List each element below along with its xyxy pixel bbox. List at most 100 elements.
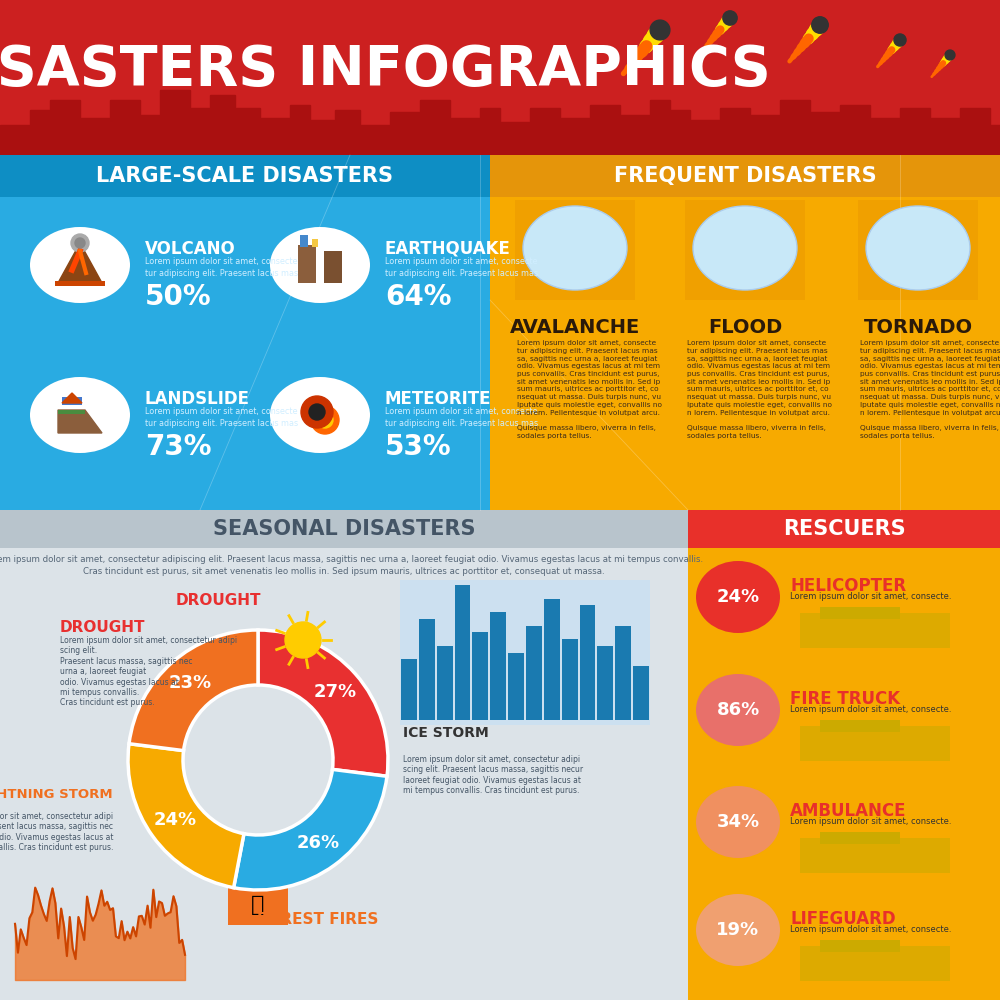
FancyBboxPatch shape xyxy=(790,718,970,773)
FancyBboxPatch shape xyxy=(820,940,900,952)
FancyBboxPatch shape xyxy=(55,281,105,286)
FancyBboxPatch shape xyxy=(58,410,85,414)
FancyBboxPatch shape xyxy=(400,580,650,725)
Polygon shape xyxy=(0,90,1000,155)
Text: LIGHTNING STORM: LIGHTNING STORM xyxy=(0,788,113,802)
Text: VOLCANO: VOLCANO xyxy=(145,240,236,258)
Circle shape xyxy=(309,404,325,420)
Polygon shape xyxy=(62,393,82,403)
Ellipse shape xyxy=(270,377,370,453)
FancyBboxPatch shape xyxy=(0,155,490,197)
Ellipse shape xyxy=(270,227,370,303)
Text: AVALANCHE: AVALANCHE xyxy=(510,318,640,337)
FancyBboxPatch shape xyxy=(685,200,805,300)
Ellipse shape xyxy=(696,786,780,858)
Circle shape xyxy=(317,412,333,428)
Ellipse shape xyxy=(696,561,780,633)
Text: 86%: 86% xyxy=(716,701,760,719)
FancyBboxPatch shape xyxy=(790,605,970,660)
Text: Lorem ipsum dolor sit amet, consecte
tur adipiscing elit. Praesent lacus mas: Lorem ipsum dolor sit amet, consecte tur… xyxy=(385,257,538,278)
Text: 27%: 27% xyxy=(313,683,356,701)
Text: 73%: 73% xyxy=(145,433,212,461)
Wedge shape xyxy=(234,769,387,890)
Wedge shape xyxy=(128,744,244,888)
Circle shape xyxy=(311,406,339,434)
FancyBboxPatch shape xyxy=(688,510,1000,1000)
Text: Lorem ipsum dolor sit amet, consecte
tur adipiscing elit. Praesent lacus mas: Lorem ipsum dolor sit amet, consecte tur… xyxy=(145,257,298,278)
Text: Lorem ipsum dolor sit amet, consecte.: Lorem ipsum dolor sit amet, consecte. xyxy=(790,817,952,826)
Text: Lorem ipsum dolor sit amet, consecte.: Lorem ipsum dolor sit amet, consecte. xyxy=(790,705,952,714)
Ellipse shape xyxy=(30,377,130,453)
Text: LARGE-SCALE DISASTERS: LARGE-SCALE DISASTERS xyxy=(96,166,394,186)
Circle shape xyxy=(301,396,333,428)
Circle shape xyxy=(650,20,670,40)
FancyBboxPatch shape xyxy=(515,200,635,300)
Text: Lorem ipsum dolor sit amet, consecte
tur adipiscing elit. Praesent lacus mas: Lorem ipsum dolor sit amet, consecte tur… xyxy=(145,407,298,428)
Text: AMBULANCE: AMBULANCE xyxy=(790,802,906,820)
FancyBboxPatch shape xyxy=(615,626,631,720)
FancyBboxPatch shape xyxy=(790,830,970,885)
FancyBboxPatch shape xyxy=(472,632,488,720)
Circle shape xyxy=(285,622,321,658)
FancyBboxPatch shape xyxy=(298,245,316,283)
FancyBboxPatch shape xyxy=(526,626,542,720)
Text: Lorem ipsum dolor sit amet, consectetur adipiscing elit. Praesent lacus massa, s: Lorem ipsum dolor sit amet, consectetur … xyxy=(0,555,704,576)
FancyBboxPatch shape xyxy=(228,885,288,925)
Text: Lorem ipsum dolor sit amet, consecte
tur adipiscing elit. Praesent lacus mas
sa,: Lorem ipsum dolor sit amet, consecte tur… xyxy=(687,340,832,439)
FancyBboxPatch shape xyxy=(0,510,688,548)
Text: 26%: 26% xyxy=(297,834,340,852)
Wedge shape xyxy=(129,630,258,751)
Text: TORNADO: TORNADO xyxy=(863,318,973,337)
FancyBboxPatch shape xyxy=(800,613,950,648)
Text: Lorem ipsum dolor sit amet, consecte
tur adipiscing elit. Praesent lacus mas: Lorem ipsum dolor sit amet, consecte tur… xyxy=(385,407,538,428)
Circle shape xyxy=(812,17,828,33)
Text: Lorem ipsum dolor sit amet, consectetur adipi
scing elit. Praesent lacus massa, : Lorem ipsum dolor sit amet, consectetur … xyxy=(0,812,113,852)
Polygon shape xyxy=(58,410,102,433)
Text: RESCUERS: RESCUERS xyxy=(783,519,905,539)
Text: 24%: 24% xyxy=(716,588,760,606)
FancyBboxPatch shape xyxy=(490,612,506,720)
Text: 50%: 50% xyxy=(145,283,212,311)
Text: 34%: 34% xyxy=(716,813,760,831)
Text: 19%: 19% xyxy=(716,921,760,939)
Ellipse shape xyxy=(693,206,797,290)
FancyBboxPatch shape xyxy=(633,666,649,720)
FancyBboxPatch shape xyxy=(800,726,950,761)
Circle shape xyxy=(75,238,85,248)
FancyBboxPatch shape xyxy=(401,659,417,720)
Ellipse shape xyxy=(696,674,780,746)
Text: FLOOD: FLOOD xyxy=(708,318,782,337)
Text: Lorem ipsum dolor sit amet, consecte
tur adipiscing elit. Praesent lacus mas
sa,: Lorem ipsum dolor sit amet, consecte tur… xyxy=(517,340,662,439)
Text: METEORITE: METEORITE xyxy=(385,390,492,408)
FancyBboxPatch shape xyxy=(597,646,613,720)
Text: SEASONAL DISASTERS: SEASONAL DISASTERS xyxy=(213,519,475,539)
Ellipse shape xyxy=(30,227,130,303)
Polygon shape xyxy=(58,243,102,283)
Text: HELICOPTER: HELICOPTER xyxy=(790,577,906,595)
Text: Lorem ipsum dolor sit amet, consecte.: Lorem ipsum dolor sit amet, consecte. xyxy=(790,592,952,601)
Circle shape xyxy=(945,50,955,60)
FancyBboxPatch shape xyxy=(688,510,1000,548)
Wedge shape xyxy=(258,630,388,776)
FancyBboxPatch shape xyxy=(544,598,560,720)
FancyBboxPatch shape xyxy=(490,155,1000,510)
FancyBboxPatch shape xyxy=(300,235,308,247)
Text: FIRE TRUCK: FIRE TRUCK xyxy=(790,690,900,708)
Ellipse shape xyxy=(523,206,627,290)
Text: ICE STORM: ICE STORM xyxy=(403,726,489,740)
Circle shape xyxy=(71,234,89,252)
Text: Lorem ipsum dolor sit amet, consectetur adipi
scing elit. Praesent lacus massa, : Lorem ipsum dolor sit amet, consectetur … xyxy=(403,755,583,795)
Text: LANDSLIDE: LANDSLIDE xyxy=(145,390,250,408)
Text: 23%: 23% xyxy=(169,674,212,692)
FancyBboxPatch shape xyxy=(858,200,978,300)
Text: LIFEGUARD: LIFEGUARD xyxy=(790,910,896,928)
FancyBboxPatch shape xyxy=(800,838,950,873)
FancyBboxPatch shape xyxy=(437,646,453,720)
FancyBboxPatch shape xyxy=(455,585,470,720)
FancyBboxPatch shape xyxy=(312,239,318,247)
Text: Lorem ipsum dolor sit amet, consectetur adipi
scing elit.
Praesent lacus massa, : Lorem ipsum dolor sit amet, consectetur … xyxy=(60,636,237,707)
Text: 🔥: 🔥 xyxy=(251,895,265,915)
FancyBboxPatch shape xyxy=(580,605,595,720)
FancyBboxPatch shape xyxy=(419,619,435,720)
Text: Lorem ipsum dolor sit amet, consecte
tur adipiscing elit. Praesent lacus mas
sa,: Lorem ipsum dolor sit amet, consecte tur… xyxy=(860,340,1000,439)
